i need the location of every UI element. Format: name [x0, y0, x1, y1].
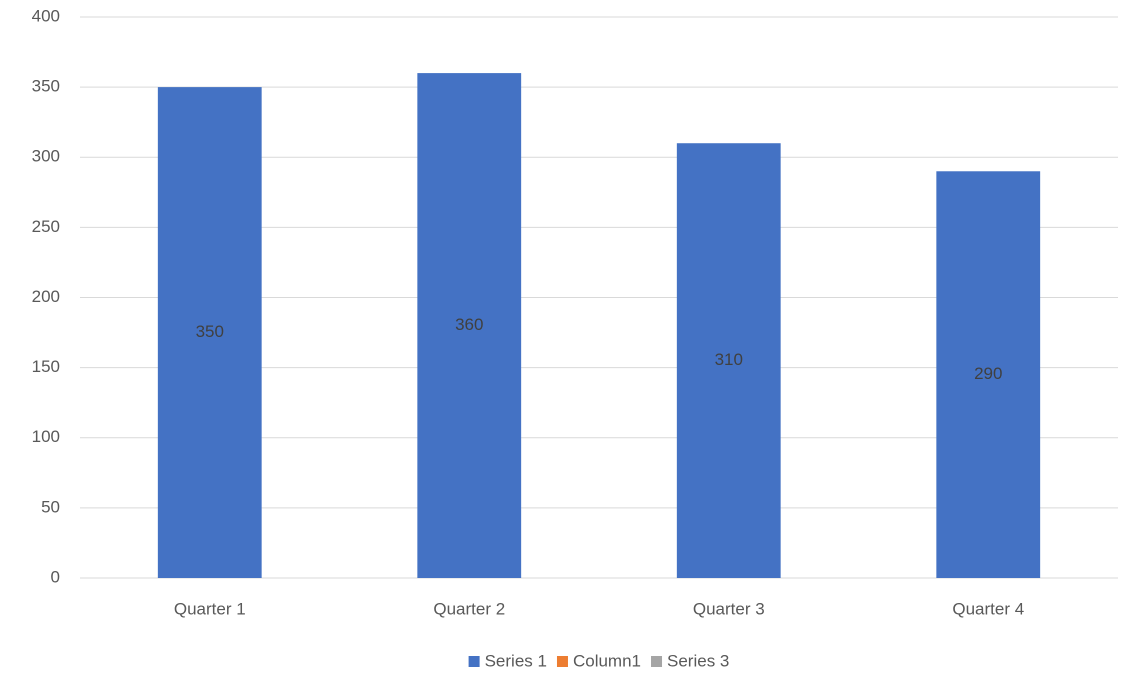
y-tick-label: 0: [51, 567, 60, 586]
x-tick-label: Quarter 2: [433, 599, 505, 618]
y-tick-label: 50: [41, 497, 60, 516]
bar: [676, 143, 781, 578]
y-tick-label: 400: [32, 6, 60, 25]
x-tick-label: Quarter 4: [952, 599, 1024, 618]
legend-swatch: [556, 656, 568, 667]
bar: [936, 171, 1041, 578]
bar: [417, 73, 522, 578]
bar: [157, 87, 262, 578]
y-tick-label: 100: [32, 427, 60, 446]
data-label: 360: [455, 315, 483, 334]
legend-label: Column1: [573, 651, 641, 670]
data-label: 350: [196, 322, 224, 341]
data-label: 310: [715, 350, 743, 369]
x-tick-label: Quarter 3: [693, 599, 765, 618]
y-tick-label: 300: [32, 147, 60, 166]
y-tick-label: 150: [32, 357, 60, 376]
legend-label: Series 3: [667, 651, 729, 670]
x-tick-label: Quarter 1: [174, 599, 246, 618]
y-tick-label: 200: [32, 287, 60, 306]
y-tick-label: 350: [32, 77, 60, 96]
legend-swatch: [651, 656, 663, 667]
y-tick-label: 250: [32, 217, 60, 236]
legend-label: Series 1: [485, 651, 547, 670]
data-label: 290: [974, 364, 1002, 383]
legend-swatch: [468, 656, 480, 667]
